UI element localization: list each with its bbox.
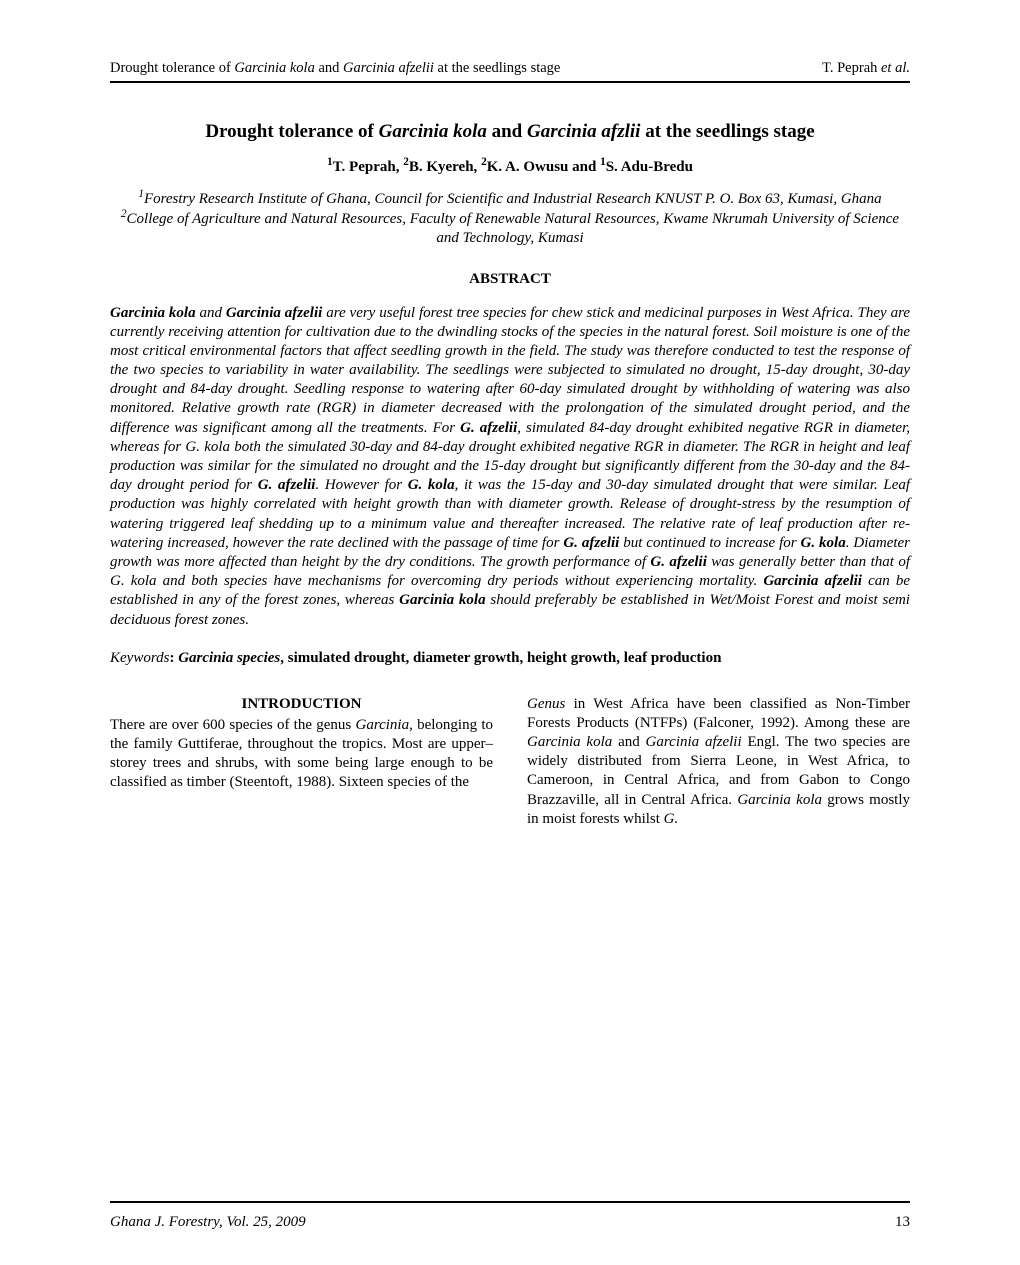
- title-text: Drought tolerance of: [205, 121, 378, 142]
- body-text: in West Africa have been classified as N…: [527, 696, 910, 731]
- title-text: and: [487, 121, 527, 142]
- species-name: Garcinia afzelii: [646, 734, 742, 750]
- keywords-rest: , simulated drought, diameter growth, he…: [280, 650, 721, 666]
- keywords-species: Garcinia species: [178, 650, 280, 666]
- genus-name: Genus: [527, 696, 565, 712]
- abstract-text: . However for: [315, 477, 407, 493]
- species-name: Garcinia kola: [527, 734, 612, 750]
- species-name: G. afzelii: [460, 420, 517, 436]
- keywords-label: Keywords: [110, 650, 169, 666]
- rh-etal: et al.: [881, 60, 910, 76]
- journal-citation: Ghana J. Forestry, Vol. 25, 2009: [110, 1214, 306, 1231]
- author: B. Kyereh,: [409, 159, 481, 175]
- species-name: Garcinia kola: [737, 792, 822, 808]
- rh-text: Drought tolerance of: [110, 60, 234, 76]
- author: S. Adu-Bredu: [606, 159, 693, 175]
- running-head-right: T. Peprah et al.: [822, 60, 910, 77]
- rh-text: and: [315, 60, 343, 76]
- species-abbrev: G.: [664, 811, 679, 827]
- introduction-heading: INTRODUCTION: [110, 695, 493, 714]
- species-name: G. afzelii: [563, 535, 619, 551]
- title-species-2: Garcinia afzlii: [527, 121, 640, 142]
- authors-line: 1T. Peprah, 2B. Kyereh, 2K. A. Owusu and…: [110, 159, 910, 176]
- column-left: INTRODUCTION There are over 600 species …: [110, 695, 493, 829]
- author: K. A. Owusu and: [487, 159, 600, 175]
- body-text: and: [612, 734, 645, 750]
- title-species-1: Garcinia kola: [379, 121, 487, 142]
- column-right: Genus in West Africa have been classifie…: [527, 695, 910, 829]
- abstract-heading: ABSTRACT: [110, 271, 910, 288]
- page-number: 13: [895, 1214, 910, 1231]
- article-title: Drought tolerance of Garcinia kola and G…: [110, 121, 910, 143]
- affiliation-2: College of Agriculture and Natural Resou…: [127, 211, 900, 247]
- species-name: G. afzelii: [650, 554, 706, 570]
- genus-name: Garcinia: [355, 717, 409, 733]
- rh-text: at the seedlings stage: [434, 60, 560, 76]
- species-name: Garcinia kola: [110, 305, 196, 321]
- body-columns: INTRODUCTION There are over 600 species …: [110, 695, 910, 829]
- affiliations: 1Forestry Research Institute of Ghana, C…: [110, 190, 910, 249]
- running-head-left: Drought tolerance of Garcinia kola and G…: [110, 60, 560, 77]
- species-name: Garcinia afzelii: [226, 305, 322, 321]
- abstract-text: are very useful forest tree species for …: [110, 305, 910, 436]
- title-text: at the seedlings stage: [640, 121, 814, 142]
- running-head: Drought tolerance of Garcinia kola and G…: [110, 60, 910, 83]
- keywords-sep: :: [169, 650, 178, 666]
- author: T. Peprah,: [333, 159, 404, 175]
- abstract-body: Garcinia kola and Garcinia afzelii are v…: [110, 304, 910, 630]
- rh-species-1: Garcinia kola: [234, 60, 314, 76]
- page-footer: Ghana J. Forestry, Vol. 25, 2009 13: [110, 1214, 910, 1231]
- rh-species-2: Garcinia afzelii: [343, 60, 434, 76]
- abstract-text: but continued to increase for: [619, 535, 800, 551]
- species-name: G. kola: [801, 535, 846, 551]
- species-name: Garcinia kola: [399, 592, 485, 608]
- body-text: There are over 600 species of the genus: [110, 717, 355, 733]
- abstract-text: and: [196, 305, 226, 321]
- species-name: G. kola: [408, 477, 455, 493]
- species-name: G. afzelii: [258, 477, 316, 493]
- affiliation-1: Forestry Research Institute of Ghana, Co…: [144, 191, 882, 207]
- rh-author: T. Peprah: [822, 60, 881, 76]
- species-name: Garcinia afzelii: [763, 573, 862, 589]
- footer-rule: [110, 1201, 910, 1203]
- keywords-line: Keywords: Garcinia species, simulated dr…: [110, 650, 910, 667]
